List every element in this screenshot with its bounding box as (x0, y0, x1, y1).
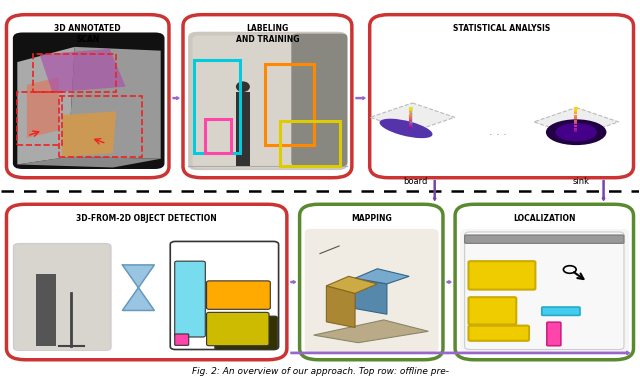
Polygon shape (314, 320, 428, 343)
Bar (17, 92, 62, 146)
Polygon shape (68, 47, 161, 159)
FancyBboxPatch shape (547, 322, 561, 346)
FancyBboxPatch shape (291, 34, 348, 166)
Polygon shape (410, 108, 411, 128)
FancyBboxPatch shape (188, 32, 348, 170)
Bar (195, 60, 241, 153)
Text: STATISTICAL ANALYSIS: STATISTICAL ANALYSIS (453, 24, 550, 33)
Polygon shape (370, 103, 455, 132)
FancyBboxPatch shape (455, 204, 634, 360)
FancyBboxPatch shape (465, 235, 624, 243)
Polygon shape (27, 77, 59, 138)
Polygon shape (17, 47, 75, 165)
FancyBboxPatch shape (193, 36, 342, 168)
FancyBboxPatch shape (468, 261, 536, 290)
FancyBboxPatch shape (215, 316, 277, 350)
Text: LABELING
AND TRAINING: LABELING AND TRAINING (236, 24, 299, 44)
Polygon shape (40, 49, 125, 92)
FancyBboxPatch shape (13, 243, 111, 351)
FancyBboxPatch shape (175, 261, 205, 337)
Polygon shape (326, 286, 355, 327)
FancyBboxPatch shape (13, 32, 164, 169)
Polygon shape (62, 112, 116, 157)
FancyBboxPatch shape (465, 232, 624, 350)
Text: 3D ANNOTATED
SCAN: 3D ANNOTATED SCAN (54, 24, 121, 44)
FancyBboxPatch shape (305, 229, 438, 352)
FancyBboxPatch shape (183, 15, 352, 178)
FancyBboxPatch shape (170, 241, 278, 350)
Polygon shape (236, 92, 250, 166)
Polygon shape (534, 107, 618, 136)
Ellipse shape (556, 123, 597, 141)
Text: 3D-FROM-2D OBJECT DETECTION: 3D-FROM-2D OBJECT DETECTION (76, 214, 217, 223)
Bar (36, 274, 56, 346)
Polygon shape (355, 269, 409, 284)
Ellipse shape (380, 119, 433, 138)
Text: MAPPING: MAPPING (351, 214, 392, 223)
FancyBboxPatch shape (6, 15, 169, 178)
Bar (264, 64, 314, 146)
Ellipse shape (546, 119, 607, 145)
FancyBboxPatch shape (460, 229, 629, 352)
Polygon shape (122, 265, 154, 311)
FancyBboxPatch shape (207, 312, 269, 346)
FancyBboxPatch shape (6, 204, 287, 360)
FancyBboxPatch shape (541, 307, 580, 316)
FancyBboxPatch shape (175, 334, 189, 345)
FancyBboxPatch shape (468, 297, 516, 324)
FancyBboxPatch shape (300, 204, 443, 360)
Ellipse shape (236, 81, 250, 92)
Text: sink: sink (573, 177, 590, 186)
Text: LOCALIZATION: LOCALIZATION (513, 214, 575, 223)
Bar (59, 96, 141, 157)
FancyBboxPatch shape (207, 281, 270, 309)
Bar (280, 121, 340, 166)
Bar (33, 55, 116, 92)
Polygon shape (355, 278, 387, 314)
Bar (205, 119, 231, 153)
Text: board: board (403, 177, 428, 186)
Polygon shape (17, 157, 161, 167)
FancyBboxPatch shape (14, 244, 110, 350)
Text: Fig. 2: An overview of our approach. Top row: offline pre-: Fig. 2: An overview of our approach. Top… (191, 367, 449, 376)
Polygon shape (326, 276, 378, 293)
FancyBboxPatch shape (370, 15, 634, 178)
FancyBboxPatch shape (468, 325, 529, 341)
Text: . . .: . . . (490, 127, 508, 137)
